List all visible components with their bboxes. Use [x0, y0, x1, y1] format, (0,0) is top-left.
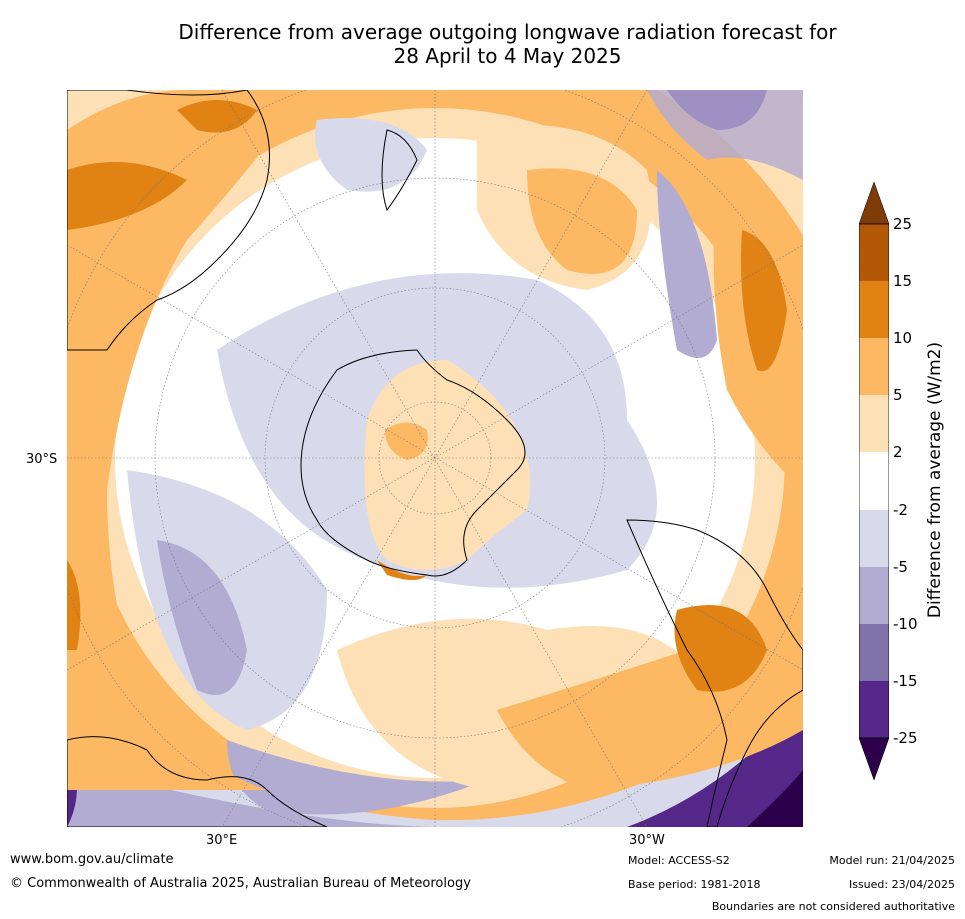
title-line-1: Difference from average outgoing longwav… [178, 20, 837, 44]
purple-streak-e [657, 170, 717, 358]
colorbar-tick: 15 [893, 272, 913, 290]
polar-map [67, 90, 803, 827]
colorbar-band-5-10 [859, 338, 889, 395]
orange-ne [527, 168, 637, 274]
dark-purple-se [627, 700, 803, 827]
antarctica-coast-orange [377, 560, 427, 580]
dark-orange-w [67, 560, 81, 650]
website-link[interactable]: www.bom.gov.au/climate [10, 852, 174, 867]
title-line-2: 28 April to 4 May 2025 [393, 44, 622, 68]
dark-orange-east [741, 230, 787, 372]
colorbar-tick: 2 [893, 443, 903, 461]
colorbar-tick: -10 [893, 615, 918, 633]
colorbar-tick: -5 [893, 558, 908, 576]
colorbar-band-10-15 [859, 281, 889, 338]
australia-outline [67, 90, 270, 351]
base-period-text: Base period: 1981-2018 [628, 878, 761, 891]
colorbar-tick: 10 [893, 329, 913, 347]
disclaimer-text: Boundaries are not considered authoritat… [711, 900, 955, 913]
colorbar-border [859, 223, 889, 739]
colorbar-tick: -25 [893, 729, 918, 747]
colorbar [859, 182, 889, 781]
lon-label-30e: 30°E [206, 833, 238, 848]
colorbar-tick: 5 [893, 386, 903, 404]
orange-west-arc [67, 90, 307, 790]
dark-orange-nw [67, 162, 187, 230]
colorbar-tick: -15 [893, 672, 918, 690]
south-america-outline [626, 519, 803, 827]
lat-label-30s: 30°S [26, 452, 58, 467]
darkest-purple-se [747, 770, 803, 827]
colorbar-band-15-25 [859, 224, 889, 281]
antarctica-outline [300, 349, 526, 577]
colorbar-band-m10-m15 [859, 624, 889, 681]
graticule [67, 90, 803, 827]
africa-outline [67, 736, 328, 827]
colorbar-band-m15-m25 [859, 681, 889, 738]
colorbar-label: Difference from average (W/m2) [925, 341, 945, 619]
issued-text: Issued: 23/04/2025 [848, 878, 955, 891]
antarctica-peach [364, 360, 531, 570]
dark-orange-se [674, 605, 767, 692]
model-text: Model: ACCESS-S2 [628, 854, 730, 867]
lavender-north [315, 118, 427, 192]
chart-title: Difference from average outgoing longwav… [0, 20, 965, 68]
map-canvas [67, 90, 803, 827]
model-run-text: Model run: 21/04/2025 [829, 854, 955, 867]
purple-south [227, 740, 487, 815]
colorbar-band-2-5 [859, 395, 889, 452]
colorbar-band-m2-m5 [859, 510, 889, 567]
colorbar-extend-bottom [859, 737, 889, 781]
purple-west [157, 540, 247, 695]
purple-band-sw [67, 780, 435, 827]
colorbar-band-neutral [859, 452, 889, 510]
new-zealand-outline [381, 129, 418, 212]
colorbar-tick: 25 [893, 215, 913, 233]
colorbar-extend-top [859, 182, 889, 225]
dark-orange-n [177, 100, 257, 133]
colorbar-band-m5-m10 [859, 567, 889, 624]
copyright-text: © Commonwealth of Australia 2025, Austra… [10, 876, 471, 891]
lon-label-30w: 30°W [629, 833, 665, 848]
purple-ne [647, 90, 803, 180]
colorbar-tick: -2 [893, 501, 908, 519]
